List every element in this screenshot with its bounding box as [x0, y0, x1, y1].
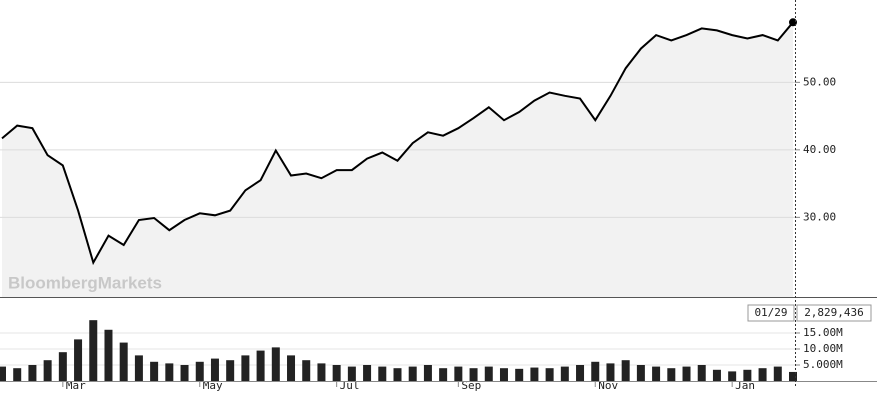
volume-bar — [652, 366, 661, 381]
volume-bar — [58, 352, 67, 381]
volume-bar — [667, 368, 676, 381]
volume-bar — [560, 366, 569, 381]
y-tick-label: 15.00M — [803, 326, 843, 339]
volume-bar — [0, 366, 6, 381]
volume-bar — [469, 368, 478, 381]
volume-bar — [576, 364, 585, 381]
volume-bar — [256, 350, 265, 381]
cursor-date-box — [747, 304, 795, 322]
volume-bar — [682, 366, 691, 381]
volume-bar — [119, 342, 128, 381]
watermark: BloombergMarkets — [8, 273, 162, 292]
volume-bar — [74, 339, 83, 381]
volume-bar — [621, 360, 630, 381]
y-tick-label: 40.00 — [803, 143, 836, 156]
y-tick-label: 10.00M — [803, 342, 843, 355]
x-tick-label: Sep — [461, 379, 481, 392]
x-tick-label: Nov — [598, 379, 618, 392]
volume-bar — [347, 366, 356, 381]
volume-bar — [89, 320, 98, 381]
volume-bar — [636, 364, 645, 381]
volume-bar — [317, 363, 326, 381]
volume-bar — [591, 361, 600, 381]
volume-bar — [758, 368, 767, 381]
x-tick-label: May — [203, 379, 223, 392]
volume-bar — [423, 364, 432, 381]
volume-bar — [241, 355, 250, 381]
volume-bar — [13, 368, 22, 381]
volume-bar — [363, 364, 372, 381]
volume-bar — [104, 329, 113, 381]
cursor-value-box — [796, 304, 872, 322]
volume-bar — [28, 364, 37, 381]
cursor-date: 01/29 — [754, 306, 787, 319]
area — [2, 22, 793, 298]
volume-bar — [332, 364, 341, 381]
volume-bar — [408, 366, 417, 381]
volume-bar — [712, 369, 721, 381]
x-tick-label: Mar — [66, 379, 86, 392]
volume-bar — [439, 368, 448, 381]
volume-bar — [515, 368, 524, 381]
volume-bar — [378, 366, 387, 381]
price-line — [1, 21, 794, 266]
volume-bar — [43, 360, 52, 381]
volume-bar — [195, 361, 204, 381]
volume-bar — [499, 368, 508, 381]
x-tick-label: Jul — [340, 379, 360, 392]
volume-bar — [743, 369, 752, 381]
volume-bar — [789, 371, 797, 381]
y-tick-label: 5.000M — [803, 358, 843, 371]
volume-bar — [484, 366, 493, 381]
volume-bar — [150, 361, 159, 381]
volume-bar — [302, 360, 311, 381]
volume-bar — [530, 367, 539, 381]
volume-bar — [134, 355, 143, 381]
volume-bar — [271, 347, 280, 381]
volume-bar — [728, 371, 737, 381]
volume-bar — [773, 366, 782, 381]
x-tick-label: Jan — [735, 379, 755, 392]
volume-bar — [454, 366, 463, 381]
volume-bar — [697, 364, 706, 381]
volume-bar — [226, 360, 235, 381]
y-tick-label: 30.00 — [803, 210, 836, 223]
volume-bar — [180, 364, 189, 381]
y-tick-label: 50.00 — [803, 75, 836, 88]
volume-bar — [393, 368, 402, 381]
volume-bar — [165, 363, 174, 381]
volume-bar — [287, 355, 296, 381]
volume-bar — [210, 358, 219, 381]
cursor-value: 2,829,436 — [804, 306, 864, 319]
volume-bar — [606, 363, 615, 381]
volume-bar — [545, 368, 554, 381]
